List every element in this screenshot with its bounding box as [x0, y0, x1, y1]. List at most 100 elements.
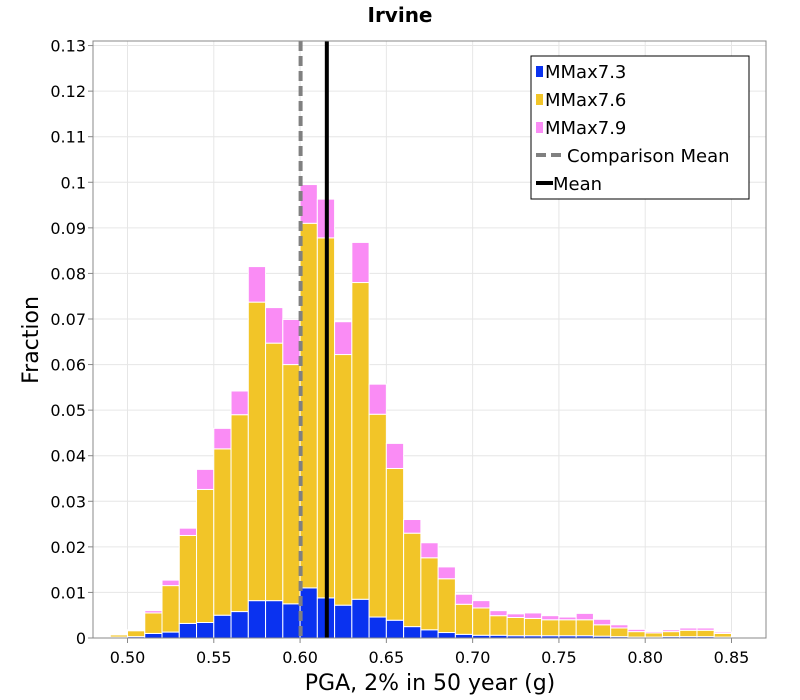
x-axis-ticks: 0.50 0.55 0.60 0.65 0.70 0.75 0.80 0.85 [110, 638, 750, 667]
bar-mmax7-9-27 [558, 616, 577, 621]
bar-mmax7-9-34 [679, 627, 698, 631]
x-axis-title: PGA, 2% in 50 year (g) [305, 671, 556, 696]
bar-mmax7-6-35 [696, 629, 715, 638]
legend-label-mean: Mean [553, 174, 602, 195]
bar-mmax7-6-24 [506, 616, 525, 637]
bar-mmax7-6-11 [282, 364, 301, 605]
bar-mmax7-9-22 [472, 600, 491, 609]
legend-swatch-mmax7-9 [536, 122, 543, 133]
bar-mmax7-9-37 [730, 635, 750, 638]
bar-mmax7-9-9 [247, 266, 267, 303]
y-tick-label-12: 0.12 [50, 82, 86, 101]
bar-mmax7-6-21 [454, 603, 474, 635]
bar-mmax7-3-6 [196, 622, 215, 639]
legend-label-mmax7-3: MMax7.3 [545, 62, 626, 83]
bar-mmax7-3-16 [368, 616, 387, 639]
legend-swatch-mmax7-3 [536, 66, 543, 77]
bar-mmax7-6-16 [368, 413, 387, 618]
mean-lines [298, 41, 329, 638]
x-tick-label-4: 0.70 [455, 648, 491, 667]
x-tick-label-0: 0.50 [110, 648, 146, 667]
bar-mmax7-6-36 [713, 632, 732, 638]
x-tick-label-7: 0.85 [714, 648, 750, 667]
bar-mmax7-9-19 [420, 542, 439, 559]
bar-mmax7-9-36 [713, 631, 732, 634]
bar-mmax7-6-30 [610, 627, 629, 638]
bar-mmax7-6-18 [403, 532, 422, 628]
bar-mmax7-6-6 [196, 488, 215, 624]
bar-mmax7-9-14 [334, 321, 353, 356]
bar-mmax7-6-8 [230, 414, 249, 613]
bar-mmax7-3-5 [178, 622, 198, 639]
bar-mmax7-6-3 [144, 612, 163, 634]
y-tick-label-3: 0.03 [50, 492, 86, 511]
bar-mmax7-3-18 [403, 626, 422, 639]
bar-mmax7-6-4 [161, 585, 180, 633]
bar-mmax7-3-17 [385, 619, 405, 639]
x-tick-label-2: 0.60 [282, 648, 318, 667]
y-tick-label-8: 0.08 [50, 264, 86, 283]
bar-mmax7-9-18 [403, 519, 422, 534]
bar-mmax7-6-27 [558, 619, 577, 637]
bar-mmax7-6-14 [334, 354, 353, 606]
bar-mmax7-6-5 [178, 534, 198, 624]
bar-mmax7-3-4 [161, 631, 180, 639]
bar-mmax7-9-25 [523, 612, 543, 619]
bar-mmax7-9-23 [489, 610, 508, 617]
y-tick-label-5: 0.05 [50, 401, 86, 420]
bar-mmax7-6-19 [420, 557, 439, 631]
bar-mmax7-6-9 [247, 301, 267, 602]
bar-mmax7-3-12 [299, 587, 318, 639]
bar-mmax7-3-14 [334, 604, 353, 639]
bar-mmax7-3-7 [213, 614, 232, 639]
y-axis-title: Fraction [19, 296, 44, 384]
bar-mmax7-6-34 [679, 629, 698, 638]
bar-mmax7-6-17 [385, 467, 405, 621]
bar-mmax7-9-30 [610, 624, 629, 629]
x-tick-label-6: 0.80 [627, 648, 663, 667]
bar-mmax7-9-16 [368, 383, 387, 415]
bar-mmax7-9-31 [627, 628, 646, 633]
bar-mmax7-6-28 [575, 619, 594, 637]
y-tick-label-4: 0.04 [50, 447, 86, 466]
bar-mmax7-6-2 [127, 630, 146, 638]
y-axis-ticks: 0 0.01 0.02 0.03 0.04 0.05 0.06 0.07 0.08 0.09 0.1… [50, 37, 93, 648]
legend-swatch-mmax7-6 [536, 94, 543, 105]
x-tick-label-3: 0.65 [369, 648, 405, 667]
bar-mmax7-3-11 [282, 603, 301, 639]
bar-mmax7-9-8 [230, 390, 249, 416]
bar-mmax7-6-29 [592, 624, 612, 637]
y-tick-label-9: 0.09 [50, 219, 86, 238]
y-tick-label-11: 0.11 [50, 128, 86, 147]
bar-mmax7-6-32 [644, 632, 663, 638]
legend-label-mmax7-6: MMax7.6 [545, 90, 626, 111]
legend-label-comparison-mean: Comparison Mean [567, 146, 730, 167]
bar-mmax7-9-32 [644, 631, 663, 634]
bar-mmax7-6-26 [541, 619, 560, 637]
bar-mmax7-6-22 [472, 607, 491, 636]
bar-mmax7-9-20 [437, 566, 456, 580]
y-tick-label-13: 0.13 [50, 37, 86, 56]
bar-mmax7-3-21 [454, 633, 474, 639]
bar-mmax7-3-10 [265, 600, 284, 639]
y-tick-label-10: 0.1 [61, 173, 86, 192]
bar-mmax7-9-6 [196, 468, 215, 490]
bar-mmax7-6-12 [299, 222, 318, 589]
bar-mmax7-3-3 [144, 632, 163, 639]
bar-mmax7-6-23 [489, 615, 508, 636]
y-tick-label-2: 0.02 [50, 538, 86, 557]
bar-mmax7-9-17 [385, 442, 405, 469]
bar-mmax7-9-11 [282, 318, 301, 366]
bar-mmax7-6-20 [437, 578, 456, 634]
y-tick-label-6: 0.06 [50, 356, 86, 375]
bar-mmax7-3-9 [247, 600, 267, 639]
x-tick-label-5: 0.75 [541, 648, 577, 667]
bar-mmax7-9-26 [541, 615, 560, 621]
bar-mmax7-9-12 [299, 184, 318, 224]
y-tick-label-0: 0 [76, 629, 86, 648]
bar-mmax7-3-19 [420, 629, 439, 639]
bar-mmax7-9-24 [506, 613, 525, 618]
bar-mmax7-9-28 [575, 612, 594, 621]
bar-mmax7-9-15 [351, 241, 370, 284]
